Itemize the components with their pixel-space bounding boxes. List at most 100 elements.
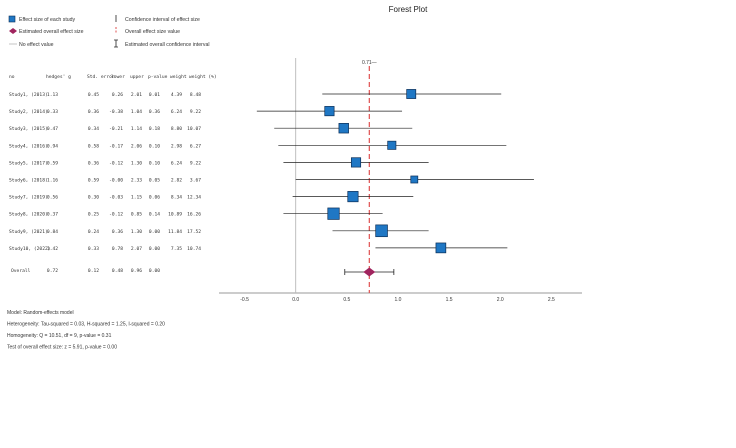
legend-symbol [114, 39, 118, 48]
table-cell: Study9, (2021) [9, 229, 48, 235]
legend-label: Confidence interval of effect size [125, 17, 200, 23]
overall-diamond [363, 267, 376, 277]
effect-size-box [324, 106, 335, 117]
table-cell: Study10, (2022) [9, 246, 51, 252]
legend-label: Estimated overall effect size [19, 29, 84, 35]
table-cell: 9.22 [190, 160, 201, 166]
model-note: Test of overall effect size: z = 5.91, p… [7, 345, 117, 351]
table-cell: 0.85 [131, 212, 142, 218]
table-cell: 2.06 [131, 143, 142, 149]
table-cell: 1.13 [47, 92, 58, 98]
table-cell: Study7, (2019) [9, 195, 48, 201]
table-cell: 0.78 [112, 246, 123, 252]
table-cell: 0.56 [47, 195, 58, 201]
model-note: Homogeneity: Q = 10.51, df = 9, p-value … [7, 333, 112, 339]
table-cell: 0.36 [88, 109, 99, 115]
table-cell: 4.39 [171, 92, 182, 98]
x-tick-label: 0.0 [292, 297, 299, 303]
table-cell: 7.35 [171, 246, 182, 252]
table-cell: 0.58 [88, 143, 99, 149]
column-header: no [9, 75, 15, 80]
study-mark [283, 157, 429, 168]
effect-size-box [347, 191, 359, 203]
table-cell: 0.24 [88, 229, 99, 235]
column-header: upper [130, 75, 144, 80]
legend-item-blue-square: Effect size of each study [8, 15, 76, 23]
table-row: Study9, (2021) 0.84 0.24 0.36 1.30 0.00 11.84 1… [9, 229, 201, 235]
effect-size-box [327, 207, 340, 220]
table-cell: 1.30 [131, 229, 142, 235]
table-row: Study6, (2018) 1.16 0.59 -0.00 2.33 0.05 2.82 3… [9, 178, 201, 184]
table-cell: 0.14 [149, 212, 160, 218]
table-cell: Study1, (2013) [9, 92, 48, 98]
table-cell: 1.30 [131, 160, 142, 166]
table-cell: Study3, (2015) [9, 126, 48, 132]
study-mark [295, 175, 534, 184]
table-cell: 0.96 [131, 268, 142, 274]
table-cell: 17.52 [187, 229, 201, 235]
table-cell: -0.12 [109, 212, 123, 218]
table-cell: 0.10 [149, 160, 160, 166]
table-cell: 0.01 [149, 92, 160, 98]
overall-mark [344, 267, 395, 277]
table-cell: 0.36 [112, 229, 123, 235]
column-header: Std. error [87, 74, 115, 80]
table-cell: Overall [11, 268, 31, 274]
table-cell: -0.03 [109, 195, 123, 201]
table-cell: 2.33 [131, 178, 142, 184]
table-cell: 10.07 [187, 126, 201, 132]
table-cell: 0.36 [149, 109, 160, 115]
effect-size-box [410, 175, 419, 184]
column-header: weight [170, 74, 187, 80]
study-mark [375, 242, 508, 254]
study-mark [256, 106, 403, 117]
table-cell: 10.74 [187, 246, 201, 252]
effect-size-box [338, 123, 349, 134]
legend-symbol [9, 28, 17, 34]
legend-item-black-capped-bar: Estimated overall confidence interval [114, 39, 209, 48]
legend: Effect size of each study Confidence inte… [8, 15, 209, 48]
table-cell: Study2, (2014) [9, 109, 48, 115]
model-notes: Model: Random-effects model Heterogeneity… [7, 310, 165, 351]
legend-label: Effect size of each study [19, 17, 76, 23]
table-cell: 16.26 [187, 212, 201, 218]
table-cell: 8.48 [190, 92, 201, 98]
table-cell: 0.18 [149, 126, 160, 132]
x-tick-label: 0.5 [343, 297, 350, 303]
table-row: Study10, (2022)1.42 0.33 0.78 2.07 0.00 7.35 1… [9, 246, 201, 252]
model-note: Model: Random-effects model [7, 310, 74, 316]
chart-title: Forest Plot [389, 5, 428, 14]
study-mark [292, 191, 414, 203]
table-cell: 2.82 [171, 178, 182, 184]
column-header: hedges' g [46, 74, 71, 80]
model-note: Heterogeneity: Tau-squared = 0.03, H-squ… [7, 322, 165, 328]
table-cell: 1.04 [131, 109, 142, 115]
table-row: Study3, (2015) 0.47 0.34 -0.21 1.14 0.18 8.80 1… [9, 126, 201, 132]
table-cell: 0.33 [47, 109, 58, 115]
table-cell: 1.14 [131, 126, 142, 132]
table-cell: 6.24 [171, 160, 182, 166]
table-cell: 0.30 [88, 195, 99, 201]
effect-size-box [435, 242, 447, 254]
table-cell: 8.80 [171, 126, 182, 132]
legend-item-red-dashed-line: Overall effect size value [115, 27, 180, 35]
table-cell: 0.10 [149, 143, 160, 149]
table-cell: 1.15 [131, 195, 142, 201]
column-header: p-value [148, 74, 168, 80]
table-row: Study1, (2013) 1.13 0.45 0.26 2.01 0.01 4.39 8.… [9, 92, 201, 98]
table-cell: 0.06 [149, 195, 160, 201]
table-cell: 2.98 [171, 143, 182, 149]
plot-marks [256, 89, 534, 277]
effect-size-box [350, 157, 362, 168]
table-row: Study8, (2020) 0.37 0.25 -0.12 0.85 0.14 10.89… [9, 212, 201, 218]
table-cell: 0.36 [88, 160, 99, 166]
table-cell: 0.25 [88, 212, 99, 218]
x-tick-label: -0.5 [240, 297, 249, 303]
table-cell: 0.12 [88, 268, 99, 274]
overall-effect-label: 0.71— [362, 60, 377, 66]
study-mark [332, 224, 429, 238]
legend-item-gray-line: No effect value [9, 42, 54, 48]
table-cell: 12.34 [187, 195, 201, 201]
